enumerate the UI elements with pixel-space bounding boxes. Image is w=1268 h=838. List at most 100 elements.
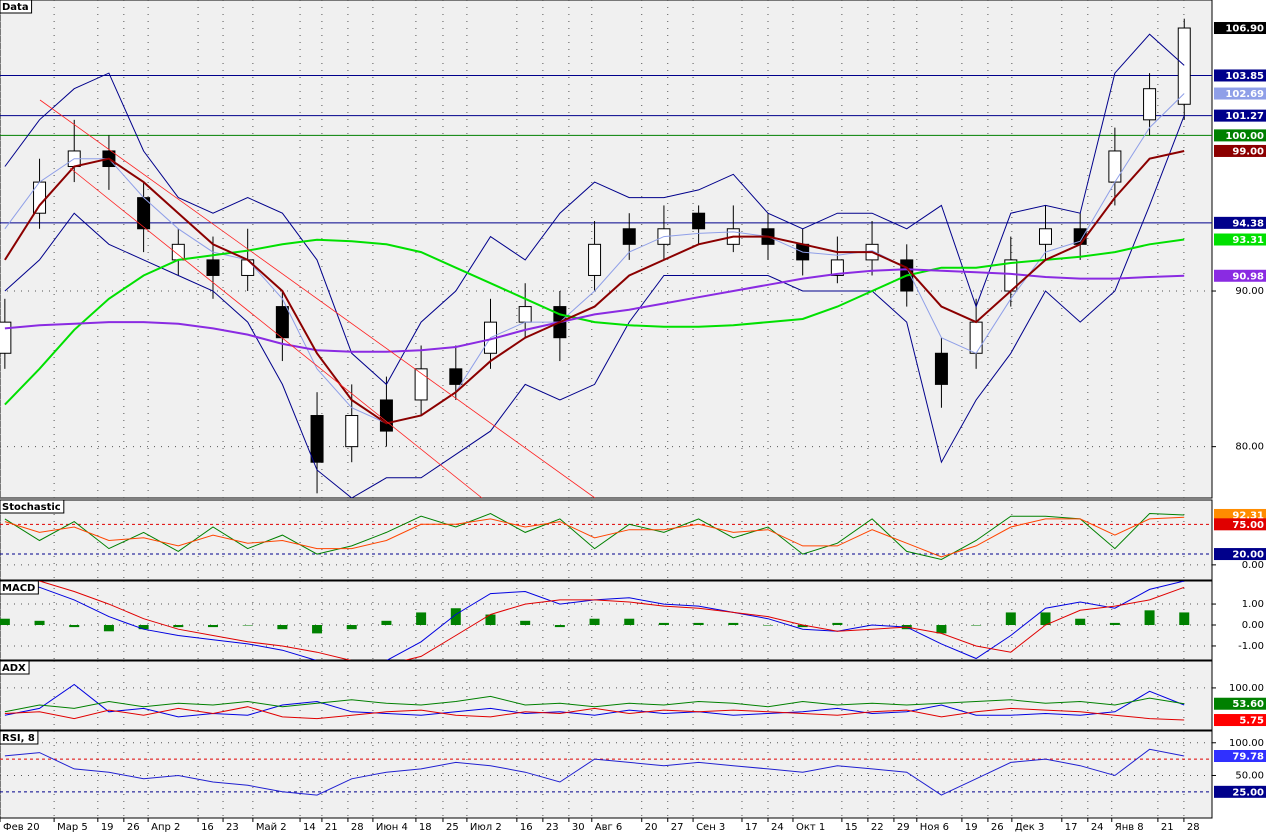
value-box-label: 25.00 <box>1232 787 1264 798</box>
candle-body <box>1143 88 1157 121</box>
value-box-label: 20.00 <box>1232 550 1264 561</box>
candle-body <box>622 228 636 245</box>
x-tick-label: 14 <box>303 822 316 833</box>
candle-body <box>379 399 393 432</box>
candle-body <box>1073 228 1087 245</box>
x-tick-label: Фев 20 <box>3 822 40 833</box>
histogram-bar <box>554 625 565 628</box>
histogram-bar <box>277 625 288 630</box>
value-box <box>1214 233 1266 246</box>
series-line <box>4 268 1185 353</box>
x-tick-label: 23 <box>546 822 559 833</box>
y-tick-label: -1.00 <box>1238 641 1264 652</box>
y-tick-label: 100.00 <box>1229 738 1264 749</box>
x-tick-label: 24 <box>771 822 784 833</box>
panel-plot <box>0 500 1212 580</box>
x-tick-label: Май 2 <box>256 822 287 833</box>
histogram-bar <box>762 625 773 626</box>
value-box <box>1214 518 1266 531</box>
histogram-bar <box>589 618 600 626</box>
value-box <box>1214 508 1266 521</box>
histogram-bar <box>1075 618 1086 626</box>
panel-title: Data <box>2 2 29 13</box>
x-tick-label: Дек 3 <box>1015 822 1045 833</box>
x-tick-label: 28 <box>1187 822 1200 833</box>
histogram-bar <box>485 614 496 626</box>
candle-body <box>0 321 12 354</box>
x-tick-label: 24 <box>1091 822 1104 833</box>
histogram-bar <box>416 612 427 626</box>
candle-body <box>934 352 948 385</box>
value-box <box>1214 697 1266 710</box>
series-line <box>35 581 1185 660</box>
panel-plot <box>0 581 1212 660</box>
x-tick-label: Апр 2 <box>151 822 180 833</box>
x-tick-label: 27 <box>671 822 684 833</box>
series-line <box>4 238 1185 406</box>
value-box-label: 101.27 <box>1225 111 1264 122</box>
candle-body <box>345 415 359 448</box>
series-line <box>4 93 1185 424</box>
candle-body <box>1038 228 1052 245</box>
value-box <box>1214 129 1266 142</box>
x-tick-label: 21 <box>325 822 338 833</box>
x-tick-label: 23 <box>226 822 239 833</box>
histogram-bar <box>797 625 808 628</box>
histogram-bar <box>1144 610 1155 626</box>
x-tick-label: Июл 2 <box>470 822 502 833</box>
value-box <box>1214 109 1266 122</box>
histogram-bar <box>0 618 10 626</box>
x-tick-label: 15 <box>845 822 858 833</box>
series-line <box>4 115 1185 498</box>
histogram-bar <box>450 608 461 626</box>
value-box-label: 94.38 <box>1232 218 1264 229</box>
value-box <box>1214 22 1266 35</box>
candle-body <box>275 306 289 339</box>
value-box <box>1214 785 1266 798</box>
histogram-bar <box>173 625 184 628</box>
value-box-label: 103.85 <box>1225 71 1264 82</box>
candle-body <box>830 259 844 276</box>
x-tick-label: Авг 6 <box>595 822 623 833</box>
value-box-label: 90.98 <box>1232 271 1264 282</box>
panel-background <box>0 0 1213 499</box>
candle-body <box>33 181 47 214</box>
panel-plot <box>0 0 1212 498</box>
histogram-bar <box>34 620 45 626</box>
x-tick-label: Сен 3 <box>696 822 725 833</box>
histogram-bar <box>103 625 114 632</box>
value-box-label: 5.75 <box>1239 716 1264 727</box>
candle-body <box>588 243 602 276</box>
histogram-bar <box>312 625 323 634</box>
y-tick-label: 1.00 <box>1242 599 1264 610</box>
value-box <box>1214 750 1266 763</box>
x-tick-label: Ноя 6 <box>920 822 949 833</box>
histogram-bar <box>658 622 669 626</box>
x-tick-label: 17 <box>745 822 758 833</box>
series-line <box>4 150 1185 425</box>
histogram-bar <box>242 625 253 626</box>
value-box-label: 102.69 <box>1225 89 1264 100</box>
x-tick-label: 25 <box>446 822 459 833</box>
series-line <box>4 748 1185 796</box>
histogram-bar <box>207 625 218 628</box>
histogram-bar <box>381 620 392 626</box>
histogram-bar <box>1109 622 1120 626</box>
value-box <box>1214 69 1266 82</box>
x-tick-label: Янв 8 <box>1115 822 1144 833</box>
y-tick-label: 100.00 <box>1229 683 1264 694</box>
y-tick-label: 80.00 <box>1235 442 1264 453</box>
panel-title-box <box>0 660 30 675</box>
panel-title: ADX <box>2 663 26 674</box>
series-line <box>4 512 1185 561</box>
value-box-label: 53.60 <box>1232 699 1264 710</box>
x-tick-label: 16 <box>520 822 533 833</box>
histogram-bar <box>936 625 947 634</box>
series-line <box>4 516 1185 558</box>
x-tick-label: 16 <box>201 822 214 833</box>
candle-body <box>1177 27 1191 105</box>
histogram-bar <box>832 622 843 626</box>
x-tick-label: 21 <box>1161 822 1174 833</box>
